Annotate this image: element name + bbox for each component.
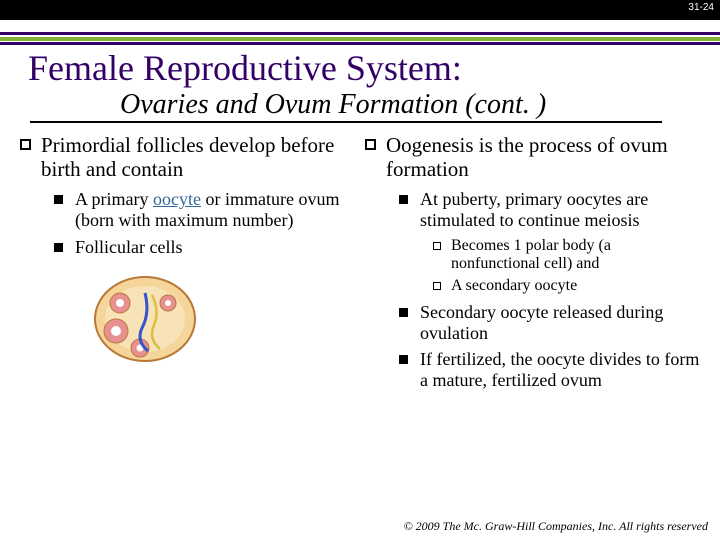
list-item: At puberty, primary oocytes are stimulat… [399,189,700,230]
list-item: Becomes 1 polar body (a nonfunctional ce… [433,237,700,274]
bullet-text: Secondary oocyte released during ovulati… [420,302,700,343]
bullet-text: Primordial follicles develop before birt… [41,133,355,181]
square-outline-small-icon [433,282,441,290]
oocyte-link[interactable]: oocyte [153,189,201,209]
right-column: Oogenesis is the process of ovum formati… [365,133,700,397]
square-solid-icon [399,195,408,204]
copyright-text: © 2009 The Mc. Graw-Hill Companies, Inc.… [404,519,708,534]
header-bar: 31-24 [0,0,720,20]
slide-number: 31-24 [688,2,714,13]
accent-band-top [0,32,720,45]
square-solid-icon [54,195,63,204]
list-item: If fertilized, the oocyte divides to for… [399,349,700,390]
list-item: Primordial follicles develop before birt… [20,133,355,181]
bullet-text: At puberty, primary oocytes are stimulat… [420,189,700,230]
page-title: Female Reproductive System: [0,45,720,89]
bullet-text: A secondary oocyte [451,277,577,295]
page-subtitle: Ovaries and Ovum Formation (cont. ) [30,89,662,123]
square-outline-icon [365,139,376,150]
bullet-text: Becomes 1 polar body (a nonfunctional ce… [451,237,700,274]
list-item: A primary oocyte or immature ovum (born … [54,189,355,230]
square-outline-icon [20,139,31,150]
bullet-text: A primary oocyte or immature ovum (born … [75,189,355,230]
list-item: Secondary oocyte released during ovulati… [399,302,700,343]
square-solid-icon [399,308,408,317]
list-item: Oogenesis is the process of ovum formati… [365,133,700,181]
list-item: A secondary oocyte [433,277,700,295]
bullet-text: Follicular cells [75,237,182,258]
list-item: Follicular cells [54,237,355,258]
ovary-illustration [90,273,355,370]
square-solid-icon [399,355,408,364]
square-solid-icon [54,243,63,252]
square-outline-small-icon [433,242,441,250]
content-area: Primordial follicles develop before birt… [0,123,720,397]
bullet-text: Oogenesis is the process of ovum formati… [386,133,700,181]
bullet-text: If fertilized, the oocyte divides to for… [420,349,700,390]
left-column: Primordial follicles develop before birt… [20,133,355,397]
